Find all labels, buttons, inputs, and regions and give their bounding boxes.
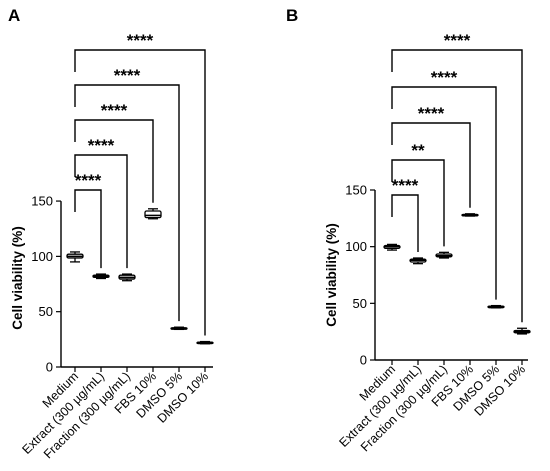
significance-bracket [74,84,180,322]
y-tick-label: 100 [31,249,53,264]
y-tick-label: 50 [39,304,53,319]
y-tick-label: 150 [31,194,53,209]
significance-label: **** [127,31,154,50]
y-tick-label: 100 [345,239,367,254]
box-plot [461,213,479,217]
box-plot [383,243,401,251]
significance-label: **** [418,104,445,123]
significance-bracket [74,189,102,269]
significance-bracket [391,159,445,247]
significance-label: **** [88,136,115,155]
y-axis-label: Cell viability (%) [10,226,25,330]
y-tick-label: 0 [360,353,367,368]
y-tick-label: 0 [46,360,53,375]
significance-bracket [74,49,206,336]
box-plot [66,251,84,263]
significance-label: **** [444,31,471,50]
significance-label: **** [392,176,419,195]
significance-label: ** [411,141,425,160]
significance-label: **** [101,101,128,120]
significance-bracket [74,154,128,269]
significance-bracket [391,86,497,300]
y-tick-label: 50 [353,296,367,311]
box-plot [435,251,453,259]
significance-bracket [391,122,471,208]
significance-bracket [74,119,154,203]
box-plot [513,327,531,335]
significance-label: **** [75,171,102,190]
y-tick-label: 150 [345,183,367,198]
box-plot [409,257,427,265]
box-iqr [144,210,162,219]
box-plot [487,304,505,309]
significance-label: **** [431,68,458,87]
significance-bracket [391,194,419,252]
panel-label: A [8,6,20,25]
box-plot [118,273,136,282]
box-plot [196,340,214,345]
box-plot [92,273,110,280]
y-axis-label: Cell viability (%) [324,223,339,327]
box-plot [144,208,162,220]
panel-label: B [286,6,298,25]
significance-bracket [391,49,523,323]
box-plot [170,326,188,331]
significance-label: **** [114,66,141,85]
